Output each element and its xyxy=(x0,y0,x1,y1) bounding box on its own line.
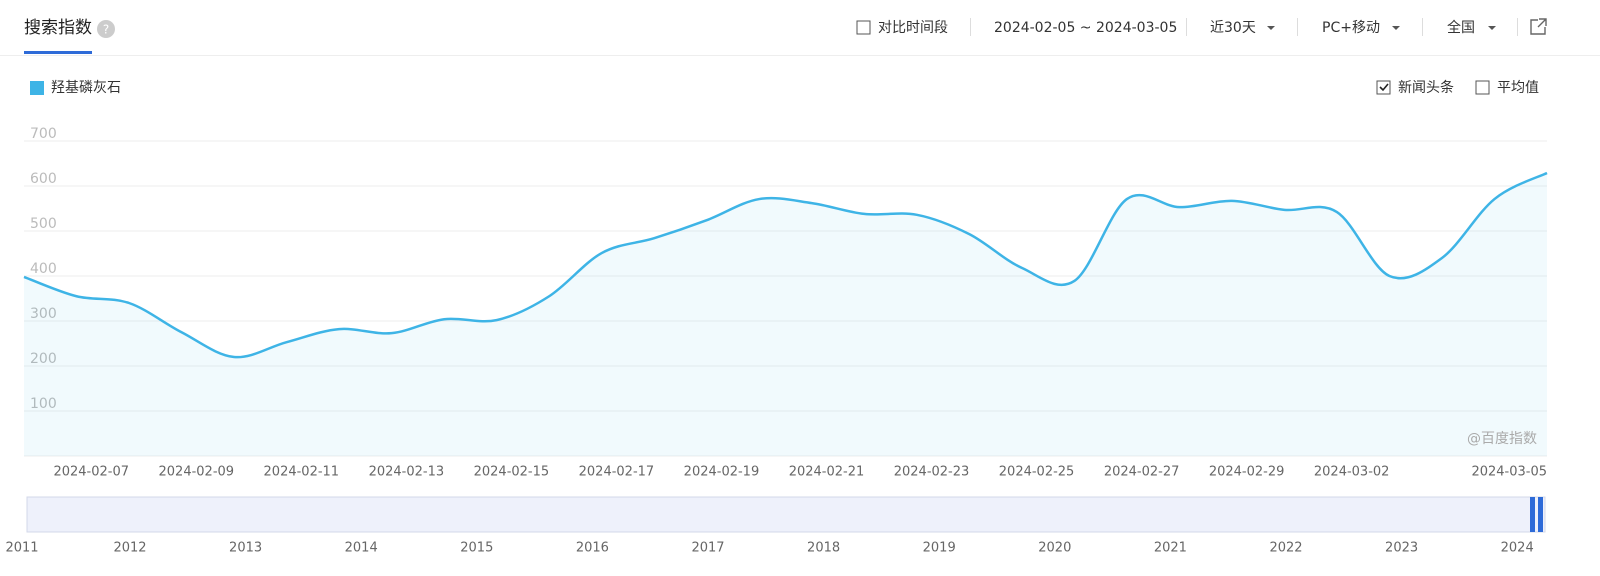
timeline-year: 2022 xyxy=(1269,541,1302,556)
timeline-year: 2014 xyxy=(345,541,378,556)
dropdown-arrow xyxy=(1392,26,1400,30)
timeline-year: 2011 xyxy=(5,541,38,556)
y-tick-label: 600 xyxy=(30,171,57,187)
region-select[interactable]: 全国 xyxy=(1447,19,1475,36)
compare-checkbox[interactable] xyxy=(856,20,871,35)
x-tick-label: 2024-02-21 xyxy=(789,465,865,480)
x-tick-label: 2024-02-27 xyxy=(1104,465,1180,480)
y-tick-label: 400 xyxy=(30,261,57,277)
average-checkbox[interactable] xyxy=(1475,80,1490,95)
period-select[interactable]: 近30天 xyxy=(1210,20,1256,36)
average-label[interactable]: 平均值 xyxy=(1497,80,1539,96)
y-tick-label: 700 xyxy=(30,126,57,142)
device-select[interactable]: PC+移动 xyxy=(1322,20,1380,36)
separator xyxy=(970,18,971,36)
x-tick-label: 2024-02-25 xyxy=(999,465,1075,480)
timeline-track[interactable] xyxy=(26,496,1546,533)
x-tick-label: 2024-02-11 xyxy=(264,465,340,480)
dropdown-arrow xyxy=(1267,26,1275,30)
x-tick-label: 2024-02-29 xyxy=(1209,465,1285,480)
news-label[interactable]: 新闻头条 xyxy=(1398,79,1454,96)
divider xyxy=(0,55,1600,56)
separator xyxy=(1517,18,1518,36)
y-tick-label: 100 xyxy=(30,396,57,412)
help-mark: ? xyxy=(103,23,109,37)
x-tick-label: 2024-02-23 xyxy=(894,465,970,480)
timeline-year: 2023 xyxy=(1385,541,1418,556)
timeline-handle[interactable] xyxy=(1538,497,1543,532)
timeline-handle[interactable] xyxy=(1530,497,1535,532)
x-tick-label: 2024-02-13 xyxy=(369,465,445,480)
x-tick-label: 2024-03-02 xyxy=(1314,465,1390,480)
legend-label[interactable]: 羟基磷灰石 xyxy=(51,79,121,96)
timeline-year: 2024 xyxy=(1501,541,1534,556)
area xyxy=(24,172,1547,456)
timeline-year: 2015 xyxy=(460,541,493,556)
date-range[interactable]: 2024-02-05 ~ 2024-03-05 xyxy=(994,20,1177,36)
x-tick-label: 2024-02-15 xyxy=(474,465,550,480)
separator xyxy=(1422,18,1423,36)
x-tick-label: 2024-03-05 xyxy=(1471,465,1547,480)
tab-title[interactable]: 搜索指数 xyxy=(24,18,92,38)
timeline-year: 2016 xyxy=(576,541,609,556)
watermark: @百度指数 xyxy=(1467,431,1537,447)
check-mark xyxy=(1379,83,1389,92)
x-tick-label: 2024-02-17 xyxy=(579,465,655,480)
separator xyxy=(1186,18,1187,36)
tab-underline xyxy=(24,51,92,54)
legend-swatch[interactable] xyxy=(30,81,44,95)
x-tick-label: 2024-02-19 xyxy=(684,465,760,480)
dropdown-arrow xyxy=(1488,26,1496,30)
timeline-year: 2013 xyxy=(229,541,262,556)
y-tick-label: 200 xyxy=(30,351,57,367)
help-icon[interactable] xyxy=(97,20,115,38)
timeline-year: 2012 xyxy=(113,541,146,556)
timeline-year: 2021 xyxy=(1154,541,1187,556)
news-checkbox[interactable] xyxy=(1376,80,1391,95)
y-tick-label: 300 xyxy=(30,306,57,322)
y-tick-label: 500 xyxy=(30,216,57,232)
export-icon[interactable] xyxy=(1530,18,1547,35)
timeline-year: 2020 xyxy=(1038,541,1071,556)
timeline-year: 2018 xyxy=(807,541,840,556)
compare-label[interactable]: 对比时间段 xyxy=(878,20,948,36)
x-tick-label: 2024-02-09 xyxy=(159,465,235,480)
line xyxy=(23,171,1548,359)
x-tick-label: 2024-02-07 xyxy=(53,465,129,480)
timeline-year: 2017 xyxy=(691,541,724,556)
separator xyxy=(1297,18,1298,36)
timeline-year: 2019 xyxy=(923,541,956,556)
